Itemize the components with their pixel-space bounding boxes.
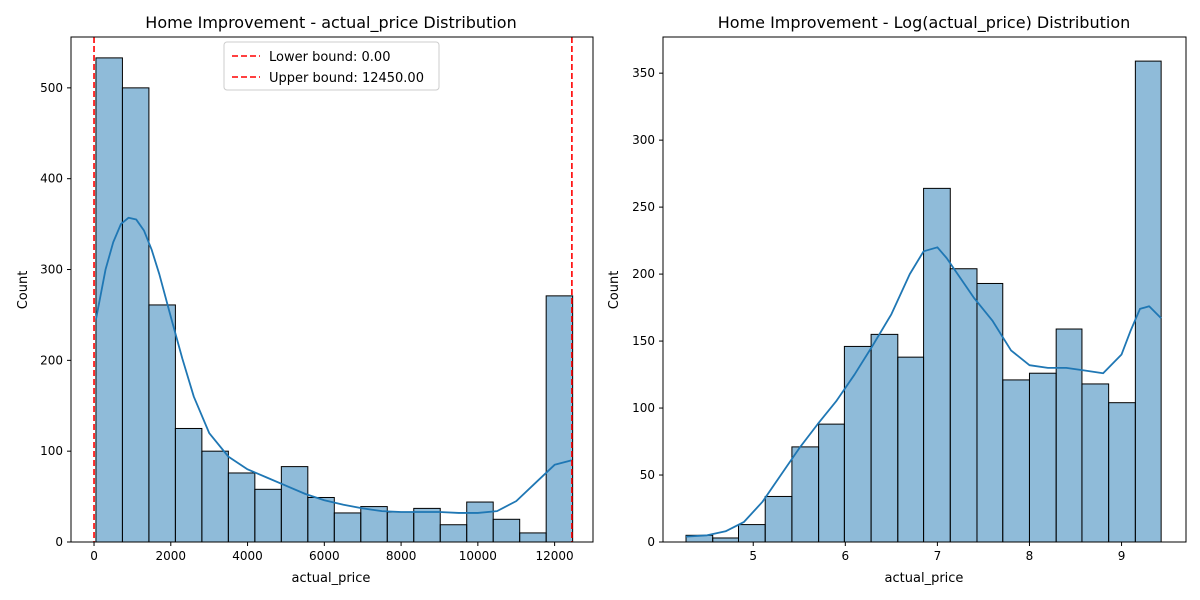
right-histogram-bar <box>1055 328 1083 543</box>
right-histogram-bar <box>1108 402 1136 543</box>
left-xtick-label: 10000 <box>459 549 497 563</box>
left-ytick-label: 100 <box>40 444 63 458</box>
left-histogram-bar <box>307 496 335 543</box>
left-chart-ylabel: Count <box>16 271 31 310</box>
right-histogram-bar <box>897 356 925 543</box>
right-histogram-bar <box>976 282 1004 543</box>
right-xtick-label: 6 <box>841 549 849 563</box>
right-histogram-bar <box>923 187 951 543</box>
right-histogram-bar <box>1002 379 1030 543</box>
left-ytick-label: 400 <box>40 172 63 186</box>
left-histogram-bar <box>439 524 468 543</box>
right-histogram-bar <box>949 268 978 543</box>
left-histogram-bar <box>413 507 441 543</box>
right-kde-line <box>685 246 1162 538</box>
right-histogram-bar <box>818 423 845 543</box>
left-chart-kde <box>95 216 573 514</box>
left-xtick-label: 2000 <box>156 549 187 563</box>
right-histogram-bar <box>843 345 872 543</box>
right-histogram-bar <box>738 524 766 543</box>
right-chart-frame <box>662 36 1187 543</box>
right-ytick-label: 0 <box>647 535 655 549</box>
left-xtick-label: 8000 <box>386 549 417 563</box>
right-ytick-label: 200 <box>632 267 655 281</box>
right-chart-yticks: 0 50 100 150 200 250 300 350 <box>632 66 663 549</box>
legend-box <box>223 41 440 91</box>
left-chart: Home Improvement - actual_price Distribu… <box>16 13 594 586</box>
right-chart: Home Improvement - Log(actual_price) Dis… <box>607 13 1187 586</box>
right-histogram-bar <box>1134 60 1162 543</box>
left-ytick-label: 0 <box>55 535 63 549</box>
right-chart-kde <box>685 246 1162 538</box>
legend-upper-bound-label: Upper bound: 12450.00 <box>269 71 424 86</box>
right-ytick-label: 100 <box>632 401 655 415</box>
left-chart-yticks: 0 100 200 300 400 500 <box>40 81 71 549</box>
left-histogram-bar <box>254 488 282 543</box>
left-chart-bounds <box>93 37 573 542</box>
left-histogram-bar <box>386 511 415 543</box>
left-chart-legend: Lower bound: 0.00 Upper bound: 12450.00 <box>223 41 440 91</box>
left-chart-frame <box>70 36 594 543</box>
left-ytick-label: 500 <box>40 81 63 95</box>
legend-lower-bound-label: Lower bound: 0.00 <box>269 50 390 65</box>
left-histogram-bar <box>174 427 203 543</box>
left-chart-bars <box>95 57 574 543</box>
left-plot-frame <box>70 36 594 543</box>
right-chart-xticks: 5 6 7 8 9 <box>749 542 1125 563</box>
right-ytick-label: 150 <box>632 334 655 348</box>
left-chart-xticks: 0 2000 4000 6000 8000 10000 12000 <box>90 542 574 563</box>
left-histogram-bar <box>227 472 256 543</box>
right-histogram-bar <box>712 537 739 543</box>
left-histogram-bar <box>545 295 574 543</box>
left-kde-line <box>95 216 573 514</box>
right-xtick-label: 7 <box>934 549 942 563</box>
right-xtick-label: 8 <box>1026 549 1034 563</box>
left-histogram-bar <box>333 512 362 543</box>
left-histogram-bar <box>519 532 547 543</box>
left-histogram-bar <box>492 518 521 543</box>
right-chart-title: Home Improvement - Log(actual_price) Dis… <box>718 13 1131 33</box>
right-chart-xlabel: actual_price <box>885 571 964 586</box>
left-histogram-bar <box>148 304 176 543</box>
left-chart-xlabel: actual_price <box>292 571 371 586</box>
left-xtick-label: 4000 <box>232 549 263 563</box>
left-histogram-bar <box>360 506 388 543</box>
left-histogram-bar <box>121 87 150 543</box>
left-xtick-label: 12000 <box>536 549 574 563</box>
left-histogram-bar <box>280 466 309 543</box>
left-histogram-bar <box>201 450 229 543</box>
right-xtick-label: 9 <box>1118 549 1126 563</box>
right-histogram-bar <box>764 495 793 543</box>
left-xtick-label: 0 <box>90 549 98 563</box>
right-xtick-label: 5 <box>749 549 757 563</box>
right-chart-bars <box>685 60 1162 543</box>
right-chart-ylabel: Count <box>607 271 622 310</box>
right-ytick-label: 50 <box>640 468 655 482</box>
left-ytick-label: 300 <box>40 263 63 277</box>
left-ytick-label: 200 <box>40 353 63 367</box>
right-ytick-label: 300 <box>632 133 655 147</box>
left-chart-title: Home Improvement - actual_price Distribu… <box>145 13 516 33</box>
left-histogram-bar <box>466 501 494 543</box>
right-histogram-bar <box>791 446 820 543</box>
right-plot-frame <box>662 36 1187 543</box>
left-xtick-label: 6000 <box>309 549 340 563</box>
right-ytick-label: 250 <box>632 200 655 214</box>
right-histogram-bar <box>1081 383 1110 543</box>
right-histogram-bar <box>870 333 899 543</box>
right-ytick-label: 350 <box>632 66 655 80</box>
right-histogram-bar <box>1028 372 1057 543</box>
